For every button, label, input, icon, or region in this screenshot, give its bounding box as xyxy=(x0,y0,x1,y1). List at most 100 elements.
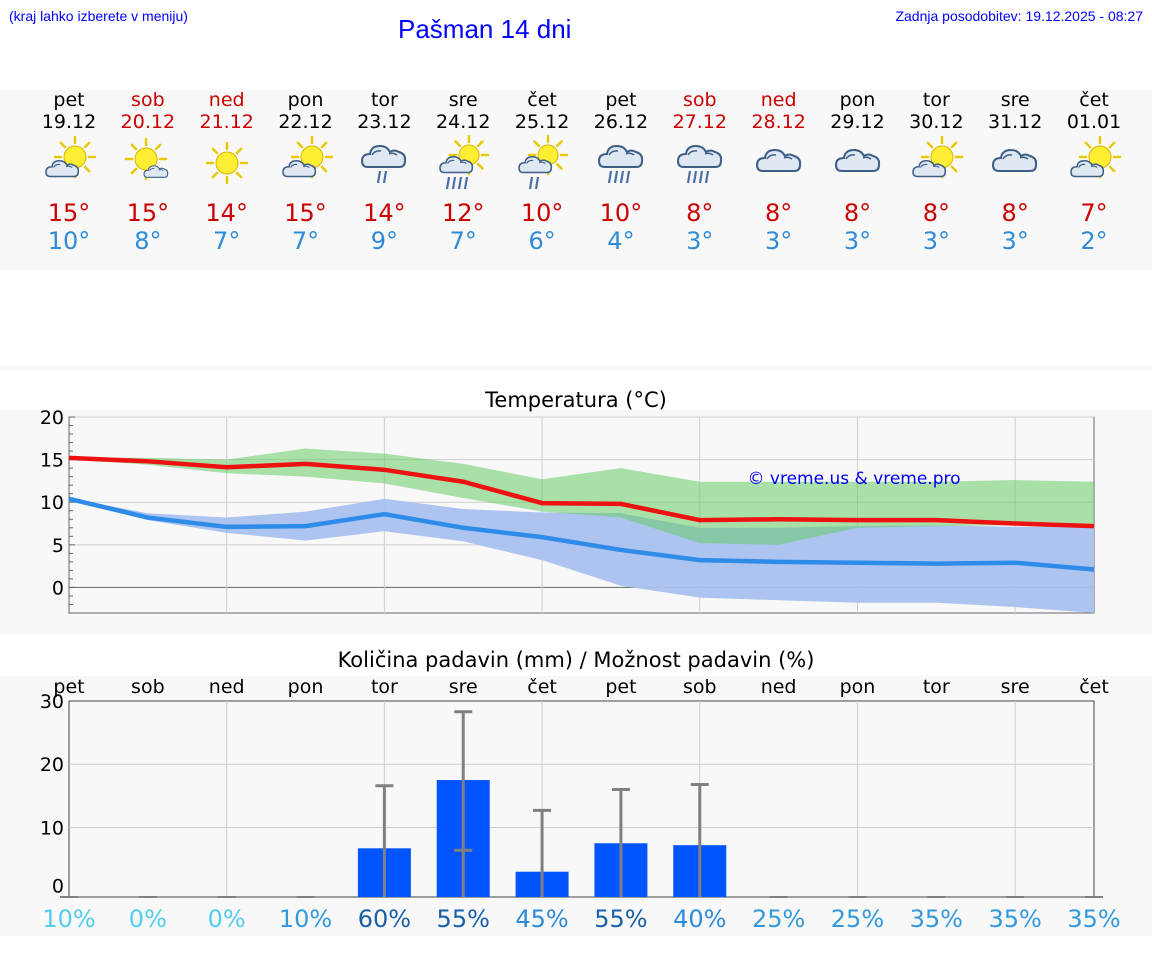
min-temperature: 7° xyxy=(291,227,320,255)
day-name: tor xyxy=(370,89,398,111)
sun-cloud-icon xyxy=(1054,135,1134,195)
precipitation-day-label: tor xyxy=(371,676,398,698)
day-date: 22.12 xyxy=(278,111,333,133)
precipitation-day-label: ned xyxy=(209,676,245,698)
max-temperature: 8° xyxy=(922,199,950,227)
min-temperature: 9° xyxy=(370,227,399,255)
precipitation-probability: 25% xyxy=(752,905,805,933)
temperature-y-tick-label: 10 xyxy=(40,492,64,514)
precipitation-day-label: čet xyxy=(1079,676,1109,698)
day-name: sre xyxy=(1000,89,1030,111)
precipitation-day-label: tor xyxy=(923,676,950,698)
min-temperature: 3° xyxy=(843,227,872,255)
location-hint: (kraj lahko izberete v meniju) xyxy=(9,8,188,24)
last-updated: Zadnja posodobitev: 19.12.2025 - 08:27 xyxy=(895,8,1143,24)
precipitation-probability: 35% xyxy=(1067,905,1120,933)
precipitation-probability: 60% xyxy=(358,905,411,933)
forecast-day: čet 25.12 10° 6° xyxy=(502,89,582,255)
day-name: tor xyxy=(922,89,950,111)
cloud-heavy-rain-icon xyxy=(660,135,740,195)
precipitation-day-label: pet xyxy=(605,676,636,698)
precipitation-probability: 10% xyxy=(279,905,332,933)
temperature-chart-title: Temperatura (°C) xyxy=(485,388,667,412)
min-temperature-line xyxy=(68,496,1095,572)
precipitation-plot-area xyxy=(68,700,1095,898)
forecast-day: pet 19.12 15° 10° xyxy=(29,89,109,255)
forecast-day: tor 30.12 8° 3° xyxy=(896,89,976,255)
day-name: pet xyxy=(605,89,637,111)
day-date: 31.12 xyxy=(987,111,1043,133)
day-date: 01.01 xyxy=(1066,111,1122,133)
max-temperature: 10° xyxy=(599,199,643,227)
day-name: čet xyxy=(527,89,557,111)
day-date: 23.12 xyxy=(357,111,412,133)
min-temperature: 2° xyxy=(1080,227,1108,255)
min-temperature: 3° xyxy=(922,227,950,255)
forecast-day: pon 29.12 8° 3° xyxy=(818,89,898,255)
precipitation-day-label: čet xyxy=(527,676,557,698)
forecast-day: sob 27.12 8° 3° xyxy=(660,89,740,255)
forecast-day: čet 01.01 7° 2° xyxy=(1054,89,1134,255)
precipitation-day-label: sre xyxy=(449,676,478,698)
forecast-day: tor 23.12 14° 9° xyxy=(344,89,424,255)
cloud-icon xyxy=(975,135,1055,195)
precipitation-day-label: pet xyxy=(53,676,84,698)
precipitation-y-tick-label: 0 xyxy=(52,876,64,898)
day-date: 26.12 xyxy=(593,111,649,133)
day-name: čet xyxy=(1079,89,1109,111)
temperature-chart: 20 15 10 5 0 © vreme.us & vreme.pro xyxy=(40,407,1095,614)
day-date: 28.12 xyxy=(751,111,806,133)
precipitation-probability: 25% xyxy=(831,905,884,933)
day-date: 24.12 xyxy=(436,111,491,133)
day-name: ned xyxy=(208,89,245,111)
max-temperature: 8° xyxy=(686,199,714,227)
day-name: pon xyxy=(839,89,876,111)
day-date: 27.12 xyxy=(672,111,727,133)
day-name: sre xyxy=(448,89,478,111)
day-date: 25.12 xyxy=(514,111,570,133)
precipitation-probability: 55% xyxy=(437,905,490,933)
forecast-day: ned 21.12 14° 7° xyxy=(187,89,267,255)
precipitation-probability: 45% xyxy=(515,905,568,933)
day-name: ned xyxy=(760,89,797,111)
max-temperature: 14° xyxy=(363,199,406,227)
precipitation-day-label: sob xyxy=(683,676,717,698)
max-temperature-line xyxy=(68,455,1095,529)
precipitation-probability: 0% xyxy=(129,905,167,933)
cloud-icon xyxy=(818,135,898,195)
min-temperature: 3° xyxy=(765,227,793,255)
cloud-heavy-rain-icon xyxy=(581,135,661,195)
precipitation-y-tick-label: 30 xyxy=(40,691,64,713)
min-temperature: 8° xyxy=(134,227,162,255)
sun-cloud-icon xyxy=(896,135,976,195)
day-date: 21.12 xyxy=(199,111,254,133)
forecast-day: sre 24.12 12° 7° xyxy=(423,89,503,255)
max-temperature: 10° xyxy=(520,199,564,227)
precipitation-day-label: sre xyxy=(1001,676,1030,698)
precipitation-chart-title: Količina padavin (mm) / Možnost padavin … xyxy=(337,648,815,672)
min-temperature: 7° xyxy=(449,227,477,255)
min-temperature: 4° xyxy=(607,227,635,255)
forecast-day: ned 28.12 8° 3° xyxy=(739,89,819,255)
min-temperature: 6° xyxy=(528,227,556,255)
forecast-strip-background xyxy=(0,90,1152,270)
precipitation-day-label: pon xyxy=(840,676,876,698)
max-temperature: 12° xyxy=(441,199,485,227)
max-temperature: 7° xyxy=(1080,199,1108,227)
temperature-y-tick-label: 0 xyxy=(52,577,64,599)
min-temperature: 10° xyxy=(47,227,91,255)
day-date: 30.12 xyxy=(909,111,964,133)
forecast-day: sob 20.12 15° 8° xyxy=(108,89,188,255)
max-temperature: 15° xyxy=(284,199,327,227)
precipitation-day-label: sob xyxy=(131,676,165,698)
precipitation-day-label: pon xyxy=(288,676,324,698)
sun-cloud-icon xyxy=(29,135,109,195)
temperature-y-tick-label: 15 xyxy=(40,450,64,472)
forecast-day: pet 26.12 10° 4° xyxy=(581,89,661,255)
max-temperature: 15° xyxy=(126,199,170,227)
cloud-rain-icon xyxy=(344,135,424,195)
max-temperature: 8° xyxy=(843,199,872,227)
watermark: © vreme.us & vreme.pro xyxy=(747,469,960,489)
sun-cloud-rain-icon xyxy=(502,134,582,195)
precipitation-probability: 55% xyxy=(594,905,647,933)
